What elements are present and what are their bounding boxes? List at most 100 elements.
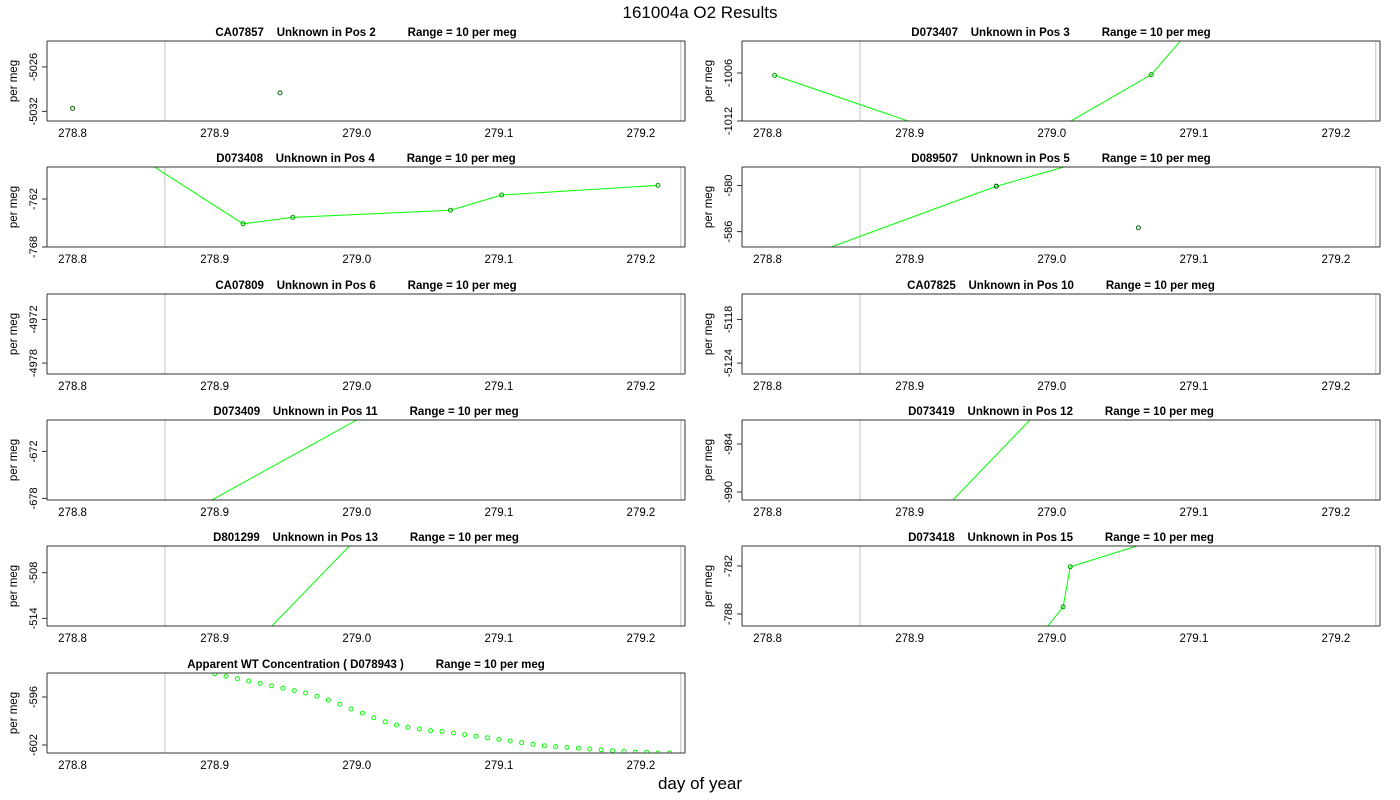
x-tick-label: 278.9 — [895, 633, 924, 645]
x-tick-label: 279.0 — [342, 254, 371, 266]
y-tick-label: -5124 — [723, 349, 735, 377]
x-tick-label: 279.2 — [627, 507, 656, 519]
panel-2: D073407 Unknown in Pos 3 Range = 10 per … — [703, 0, 1381, 140]
data-point — [610, 748, 616, 753]
data-point — [530, 741, 536, 747]
x-tick-label: 278.8 — [753, 128, 782, 140]
x-tick-label: 279.2 — [627, 633, 656, 645]
data-point — [246, 678, 252, 684]
x-tick-label: 279.2 — [1322, 381, 1351, 393]
x-tick-label: 278.9 — [200, 254, 229, 266]
data-point — [993, 183, 999, 189]
data-point — [621, 748, 627, 753]
x-tick-label: 279.0 — [1037, 507, 1066, 519]
y-axis-label: per meg — [8, 692, 20, 734]
x-tick-label: 278.8 — [753, 633, 782, 645]
data-point — [772, 72, 778, 78]
x-tick-label: 278.8 — [58, 381, 87, 393]
x-tick-label: 279.1 — [1179, 381, 1208, 393]
y-axis-label: per meg — [703, 439, 715, 481]
data-series — [153, 167, 661, 227]
data-point — [325, 697, 331, 703]
y-tick-label: -586 — [723, 221, 735, 243]
panel-title: D073408 Unknown in Pos 4 Range = 10 per … — [216, 153, 515, 165]
x-tick-label: 279.1 — [484, 760, 513, 772]
series-line — [1047, 546, 1138, 626]
panel-1: CA07857 Unknown in Pos 2 Range = 10 per … — [8, 27, 686, 140]
x-tick-label: 278.8 — [58, 254, 87, 266]
x-tick-label: 278.9 — [200, 381, 229, 393]
data-point — [314, 693, 320, 699]
data-point — [499, 192, 505, 198]
data-point — [303, 690, 309, 696]
data-point — [1067, 564, 1073, 570]
y-tick-label: -514 — [28, 607, 40, 629]
y-axis-label: per meg — [703, 313, 715, 355]
panel-7: D073409 Unknown in Pos 11 Range = 10 per… — [8, 406, 686, 519]
data-series — [210, 420, 358, 500]
y-tick-label: -508 — [28, 562, 40, 584]
y-tick-label: -602 — [28, 734, 40, 756]
x-axis-label: day of year — [657, 774, 743, 793]
data-point — [808, 253, 812, 257]
y-tick-label: -5032 — [28, 97, 40, 125]
x-tick-label: 279.1 — [1179, 254, 1208, 266]
panel-11: Apparent WT Concentration ( D078943 ) Ra… — [8, 659, 686, 772]
y-tick-label: -762 — [28, 188, 40, 210]
x-tick-label: 279.1 — [1179, 633, 1208, 645]
y-tick-label: -580 — [723, 174, 735, 196]
data-point — [348, 706, 354, 712]
x-tick-label: 279.0 — [342, 128, 371, 140]
data-point — [405, 724, 411, 730]
data-point — [462, 732, 468, 738]
x-tick-label: 279.2 — [627, 254, 656, 266]
panel-title: D073407 Unknown in Pos 3 Range = 10 per … — [911, 27, 1210, 39]
data-series — [1047, 546, 1138, 626]
data-point — [212, 673, 218, 677]
x-tick-label: 279.0 — [342, 633, 371, 645]
data-point — [337, 701, 343, 707]
data-point — [240, 221, 246, 227]
data-point — [428, 728, 434, 734]
data-point — [1135, 225, 1141, 231]
x-tick-label: 279.0 — [1037, 633, 1066, 645]
x-tick-label: 279.1 — [484, 128, 513, 140]
data-point — [496, 736, 502, 742]
x-tick-label: 279.1 — [484, 381, 513, 393]
data-point — [644, 749, 650, 753]
data-point — [394, 722, 400, 728]
data-point — [655, 750, 661, 753]
data-point — [382, 719, 388, 725]
data-point — [371, 715, 377, 721]
data-point — [598, 747, 604, 753]
y-tick-label: -4978 — [28, 349, 40, 377]
y-tick-label: -596 — [28, 686, 40, 708]
x-tick-label: 278.8 — [58, 128, 87, 140]
x-tick-label: 279.1 — [484, 507, 513, 519]
y-tick-label: -672 — [28, 440, 40, 462]
data-series — [1135, 225, 1141, 231]
data-point — [448, 207, 454, 213]
data-point — [1213, 0, 1217, 3]
x-tick-label: 278.9 — [200, 760, 229, 772]
series-line — [153, 167, 659, 225]
x-tick-label: 278.8 — [58, 507, 87, 519]
x-tick-label: 278.8 — [58, 633, 87, 645]
x-tick-label: 279.0 — [342, 507, 371, 519]
y-tick-label: -678 — [28, 487, 40, 509]
x-tick-label: 279.2 — [1322, 128, 1351, 140]
panel-title: CA07809 Unknown in Pos 6 Range = 10 per … — [215, 280, 516, 292]
data-point — [280, 685, 286, 691]
x-tick-label: 278.8 — [753, 381, 782, 393]
data-point — [1148, 72, 1154, 78]
x-tick-label: 279.0 — [342, 760, 371, 772]
data-point — [1060, 604, 1066, 610]
data-series — [952, 420, 1031, 500]
panel-title: D801299 Unknown in Pos 13 Range = 10 per… — [213, 532, 519, 544]
x-tick-label: 279.0 — [1037, 254, 1066, 266]
x-tick-label: 278.9 — [200, 633, 229, 645]
y-tick-label: -1006 — [723, 59, 735, 87]
x-tick-label: 279.2 — [627, 760, 656, 772]
x-tick-label: 278.9 — [895, 507, 924, 519]
